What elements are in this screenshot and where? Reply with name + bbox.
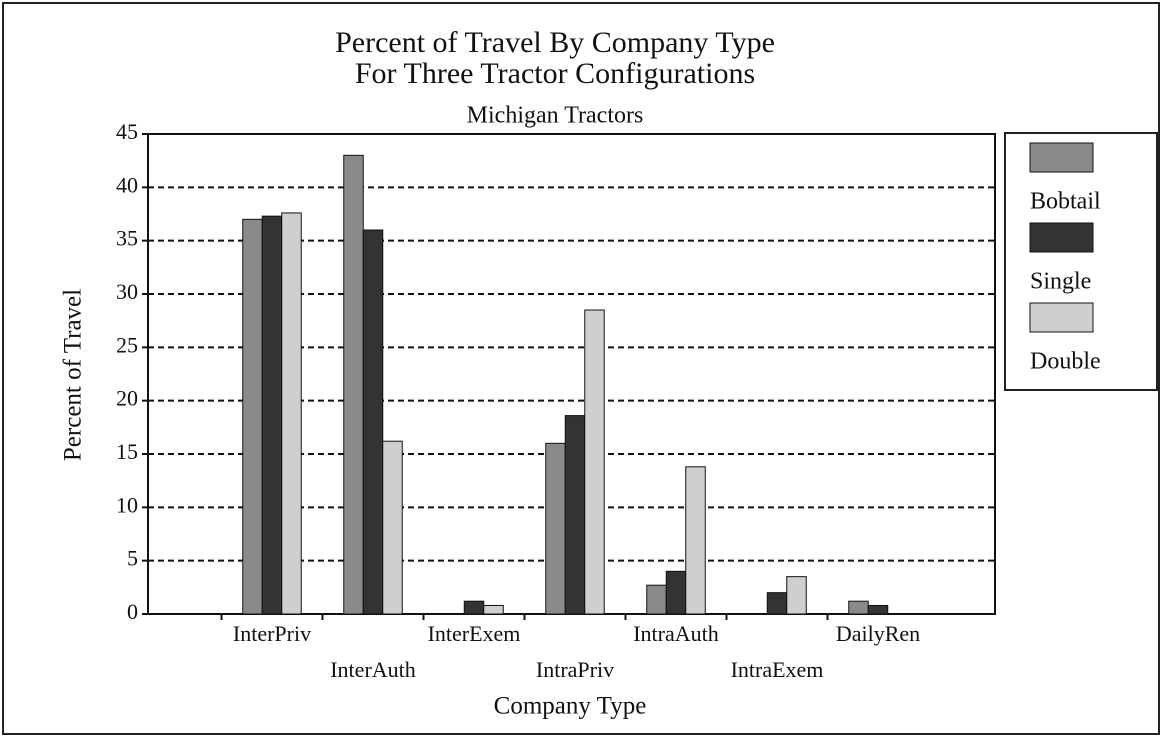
x-tick-label: DailyRen [836,621,920,646]
y-tick-label: 15 [116,439,138,464]
bar [646,584,667,615]
x-tick-label: IntraAuth [633,621,719,646]
bar [545,442,566,615]
bar [766,592,788,615]
bar [483,604,504,615]
y-tick-label: 10 [116,492,138,517]
bar [584,309,605,615]
y-tick-label: 30 [116,279,138,304]
legend [1004,132,1158,391]
bar [867,604,889,615]
bar [261,215,283,615]
bar [463,600,485,615]
bar [665,570,687,615]
bar [343,154,364,615]
x-tick-label: IntraPriv [536,657,614,682]
bar [281,212,302,615]
bar [786,576,807,615]
y-tick-label: 45 [116,119,138,144]
y-tick-label: 0 [127,599,138,624]
legend-label: Bobtail [1030,189,1101,215]
chart-title: Percent of Travel By Company Type [335,26,775,59]
bar [685,466,706,615]
chart-title-line2: For Three Tractor Configurations [355,57,755,90]
y-axis-title: Percent of Travel [60,289,87,461]
x-axis-title: Company Type [494,693,647,720]
bar [564,415,586,615]
legend-label: Single [1030,269,1091,295]
legend-swatch [1029,222,1094,253]
x-tick-label: IntraExem [731,657,824,682]
x-tick-label: InterAuth [330,657,416,682]
chart-subtitle: Michigan Tractors [467,103,644,129]
y-tick-label: 20 [116,386,138,411]
y-tick-label: 5 [127,546,138,571]
bar [848,600,869,615]
x-tick-label: InterExem [428,621,521,646]
y-tick-label: 25 [116,332,138,357]
y-tick-label: 35 [116,226,138,251]
bar [382,440,403,615]
y-tick-label: 40 [116,172,138,197]
legend-label: Double [1030,349,1101,375]
legend-swatch [1029,302,1094,333]
x-tick-label: InterPriv [233,621,311,646]
legend-swatch [1029,142,1094,173]
bar [242,218,263,615]
bar [362,229,384,615]
